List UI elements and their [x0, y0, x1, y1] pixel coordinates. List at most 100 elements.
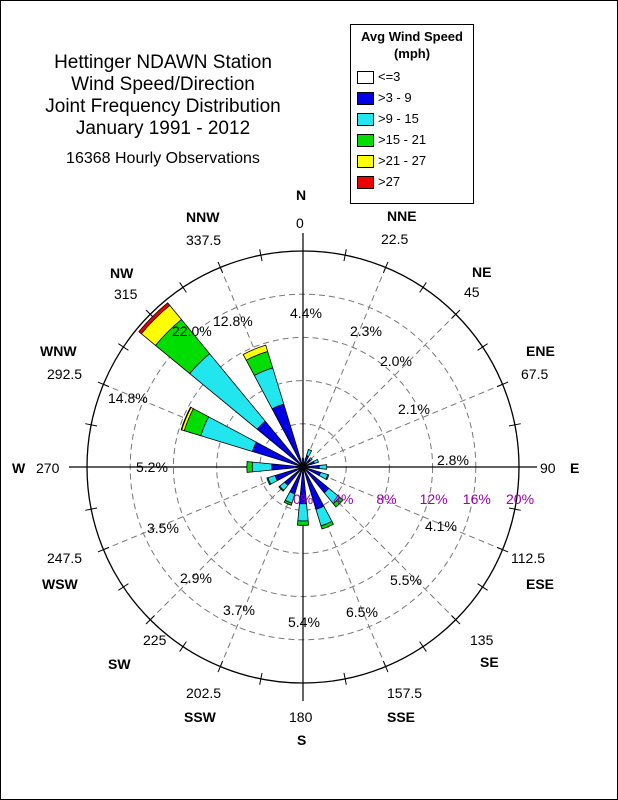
spoke	[302, 267, 387, 468]
legend-title-line2: (mph)	[393, 46, 431, 61]
ring-tick	[508, 423, 521, 427]
radial-tick-label: 8%	[376, 491, 396, 507]
petal-segment	[332, 496, 344, 508]
degree-label: 45	[464, 284, 480, 300]
ring-tick	[217, 261, 224, 274]
spoke	[149, 466, 304, 621]
title-subject: Wind Speed/Direction	[71, 74, 255, 95]
direction-percent-label: 5.2%	[136, 459, 168, 475]
direction-percent-label: 3.5%	[147, 520, 179, 536]
petal-segment	[301, 457, 305, 460]
direction-percent-label: 12.8%	[213, 313, 253, 329]
ring-tick	[97, 381, 110, 388]
ring-tick	[145, 615, 155, 625]
legend-label: >21 - 27	[378, 153, 427, 168]
spoke	[219, 267, 304, 468]
petal-segment	[308, 457, 313, 462]
radial-tick-label: 0%	[293, 491, 313, 507]
petal-segment	[138, 302, 171, 335]
petal-segment	[246, 461, 253, 473]
legend-swatch-over-27	[357, 176, 374, 190]
compass-direction-label: WSW	[42, 576, 79, 592]
degree-label: 90	[540, 460, 556, 476]
ring-tick	[85, 507, 98, 511]
degree-label: 225	[143, 632, 167, 648]
legend-label: >27	[378, 174, 401, 189]
degree-label: 247.5	[47, 550, 82, 566]
ring-tick	[451, 615, 461, 625]
compass-direction-label: ESE	[526, 576, 554, 592]
petal-segment	[251, 461, 273, 473]
legend-swatch-21-27	[357, 155, 374, 169]
ring-tick	[419, 282, 427, 293]
petal-segment	[242, 344, 269, 361]
radial-tick-label: 12%	[420, 491, 448, 507]
spoke	[302, 313, 457, 468]
direction-percent-label: 4.4%	[290, 305, 322, 321]
petal-segment	[253, 367, 285, 410]
petal-segment	[312, 458, 319, 465]
ring-tick	[382, 261, 389, 274]
title-observations: 16368 Hourly Observations	[66, 150, 260, 167]
compass-direction-label: SW	[108, 656, 131, 672]
ring-tick	[477, 343, 488, 351]
ring-tick	[451, 309, 461, 319]
title-distribution: Joint Frequency Distribution	[45, 96, 281, 117]
petal-segment	[283, 499, 293, 506]
ring-tick	[118, 583, 129, 591]
direction-percent-label: 2.3%	[350, 323, 382, 339]
legend-label: <=3	[378, 69, 401, 84]
legend-item: <=3	[357, 69, 401, 85]
radial-tick-label: 16%	[463, 491, 491, 507]
title-period: January 1991 - 2012	[75, 118, 251, 139]
direction-percent-label: 2.0%	[380, 353, 412, 369]
ring-tick	[419, 641, 427, 652]
legend: Avg Wind Speed (mph) <=3 >3 - 9 >9 - 15 …	[350, 24, 474, 204]
compass-direction-label: SSE	[387, 709, 415, 725]
legend-item: >27	[357, 174, 401, 190]
ring-tick	[179, 282, 187, 293]
petal-segment	[180, 406, 192, 431]
ring-tick	[382, 660, 389, 673]
radial-tick-label: 4%	[333, 491, 353, 507]
ring-tick	[259, 249, 263, 262]
ring-tick	[477, 583, 488, 591]
compass-direction-label: WNW	[40, 343, 77, 359]
compass-direction-label: NNE	[387, 208, 417, 224]
direction-percent-label: 3.7%	[223, 602, 255, 618]
direction-percent-label: 4.1%	[425, 518, 457, 534]
degree-label: 202.5	[186, 685, 221, 701]
compass-direction-label: N	[296, 187, 306, 203]
direction-percent-label: 22.0%	[172, 323, 212, 339]
ring-tick	[496, 381, 509, 388]
legend-swatch-9-15	[357, 113, 374, 127]
ring-tick	[496, 546, 509, 553]
legend-swatch-3-9	[357, 92, 374, 106]
ring-tick	[179, 641, 187, 652]
degree-label: 157.5	[387, 685, 422, 701]
legend-swatch-calm	[357, 71, 374, 85]
compass-direction-label: W	[12, 460, 26, 476]
legend-item: >15 - 21	[357, 133, 426, 148]
direction-percent-label: 2.1%	[398, 401, 430, 417]
ring-tick	[118, 343, 129, 351]
ring-tick	[259, 672, 263, 685]
ring-tick	[343, 672, 347, 685]
compass-direction-label: SSW	[184, 709, 217, 725]
legend-title-line1: Avg Wind Speed	[361, 29, 463, 44]
degree-label: 337.5	[186, 232, 221, 248]
direction-percent-label: 5.4%	[288, 614, 320, 630]
compass-direction-label: NE	[472, 264, 491, 280]
degree-label: 135	[470, 632, 494, 648]
ring-tick	[97, 546, 110, 553]
legend-item: >21 - 27	[357, 153, 427, 169]
ring-tick	[85, 423, 98, 427]
degree-label: 67.5	[521, 366, 548, 382]
radial-tick-label: 20%	[506, 491, 534, 507]
legend-swatch-15-21	[357, 134, 374, 148]
direction-percent-label: 2.8%	[437, 452, 469, 468]
degree-label: 112.5	[511, 550, 545, 566]
spoke	[302, 383, 503, 468]
legend-item: >9 - 15	[357, 112, 419, 127]
